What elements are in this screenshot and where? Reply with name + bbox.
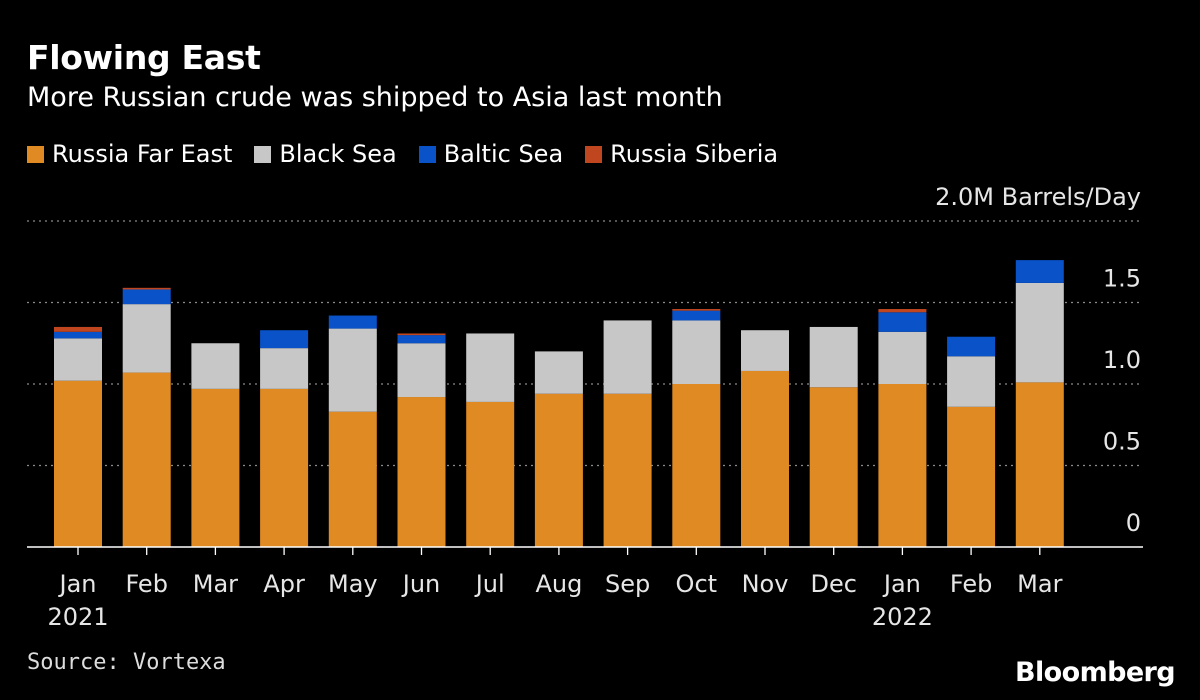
bar-segment-baltic-sea <box>1015 260 1064 283</box>
x-tick-label: Dec <box>810 570 856 598</box>
legend-item-russia-siberia: Russia Siberia <box>585 140 778 168</box>
bar-segment-russia-far-east <box>191 388 240 547</box>
x-tick-label: Jan <box>882 570 921 598</box>
source-note: Source: Vortexa <box>27 650 226 675</box>
bar-segment-russia-siberia <box>672 309 721 311</box>
bar-segment-baltic-sea <box>122 289 171 305</box>
y-tick-label: 1.5 <box>1103 265 1141 293</box>
bar-segment-black-sea <box>466 333 515 402</box>
bar-segment-black-sea <box>672 320 721 384</box>
chart-subtitle: More Russian crude was shipped to Asia l… <box>27 82 723 113</box>
x-tick-label: Feb <box>950 570 993 598</box>
bar-segment-russia-far-east <box>672 384 721 547</box>
bar-segment-black-sea <box>534 351 583 394</box>
x-tick-label: Jan <box>58 570 97 598</box>
x-tick-label: Nov <box>742 570 789 598</box>
x-tick-label: Sep <box>605 570 650 598</box>
bar-segment-russia-far-east <box>328 411 377 547</box>
legend: Russia Far East Black Sea Baltic Sea Rus… <box>27 140 800 168</box>
bloomberg-logo: Bloomberg <box>1015 657 1176 688</box>
bar-segment-russia-siberia <box>54 326 102 332</box>
bar-segment-russia-far-east <box>1015 382 1064 547</box>
x-tick-label: Feb <box>125 570 168 598</box>
legend-item-black-sea: Black Sea <box>254 140 397 168</box>
y-axis-unit-label: 2.0M Barrels/Day <box>935 183 1141 211</box>
legend-swatch <box>27 145 44 163</box>
bar-segment-russia-far-east <box>809 387 858 547</box>
bar-segment-black-sea <box>397 343 446 398</box>
x-tick-label: Aug <box>535 570 582 598</box>
bar-segment-baltic-sea <box>672 310 721 321</box>
bar-segment-black-sea <box>1015 282 1064 383</box>
legend-label: Russia Siberia <box>610 140 779 168</box>
bar-segment-baltic-sea <box>397 335 446 344</box>
bar-segment-russia-far-east <box>54 380 102 547</box>
bar-segment-black-sea <box>122 304 171 373</box>
x-tick-label: Jun <box>401 570 441 598</box>
bar-segment-baltic-sea <box>878 312 927 332</box>
legend-label: Black Sea <box>279 140 397 168</box>
legend-label: Baltic Sea <box>443 140 564 168</box>
bar-segment-black-sea <box>809 326 858 388</box>
bar-segment-russia-far-east <box>603 393 652 547</box>
legend-swatch <box>585 145 603 163</box>
legend-item-baltic-sea: Baltic Sea <box>418 140 564 168</box>
chart-title: Flowing East <box>27 38 261 77</box>
bar-segment-black-sea <box>947 356 996 407</box>
bar-segment-russia-siberia <box>122 287 171 290</box>
bar-segment-baltic-sea <box>54 331 102 339</box>
bar-segment-baltic-sea <box>947 336 996 357</box>
x-tick-label: May <box>328 570 378 598</box>
bar-segment-russia-siberia <box>397 333 446 336</box>
y-tick-label: 0 <box>1126 509 1141 537</box>
legend-swatch <box>254 145 272 163</box>
bar-segment-russia-far-east <box>260 388 309 547</box>
bar-segment-black-sea <box>260 348 309 389</box>
x-tick-label: Apr <box>263 570 305 598</box>
bar-segment-russia-far-east <box>878 384 927 547</box>
x-year-label: 2022 <box>872 603 933 631</box>
bar-segment-russia-far-east <box>534 393 583 547</box>
legend-label: Russia Far East <box>52 140 233 168</box>
bar-segment-black-sea <box>191 343 240 389</box>
y-tick-label: 1.0 <box>1103 346 1141 374</box>
bar-segment-black-sea <box>54 338 102 381</box>
bar-segment-russia-siberia <box>878 309 927 313</box>
bar-segment-black-sea <box>603 320 652 394</box>
y-tick-label: 0.5 <box>1103 428 1141 456</box>
bar-segment-russia-far-east <box>947 406 996 547</box>
x-tick-label: Jul <box>474 570 505 598</box>
bar-segment-black-sea <box>741 330 789 371</box>
bar-segment-baltic-sea <box>328 315 377 329</box>
bar-segment-baltic-sea <box>260 330 309 349</box>
legend-item-russia-far-east: Russia Far East <box>27 140 232 168</box>
bar-segment-russia-far-east <box>741 370 789 547</box>
bar-segment-russia-far-east <box>122 372 171 547</box>
bar-segment-black-sea <box>878 331 927 384</box>
bar-segment-russia-far-east <box>466 401 515 547</box>
x-tick-label: Mar <box>193 570 238 598</box>
x-year-label: 2021 <box>47 603 108 631</box>
x-tick-label: Oct <box>676 570 718 598</box>
x-tick-label: Mar <box>1017 570 1062 598</box>
legend-swatch <box>418 145 436 163</box>
bar-segment-black-sea <box>328 328 377 412</box>
bar-segment-russia-far-east <box>397 397 446 547</box>
